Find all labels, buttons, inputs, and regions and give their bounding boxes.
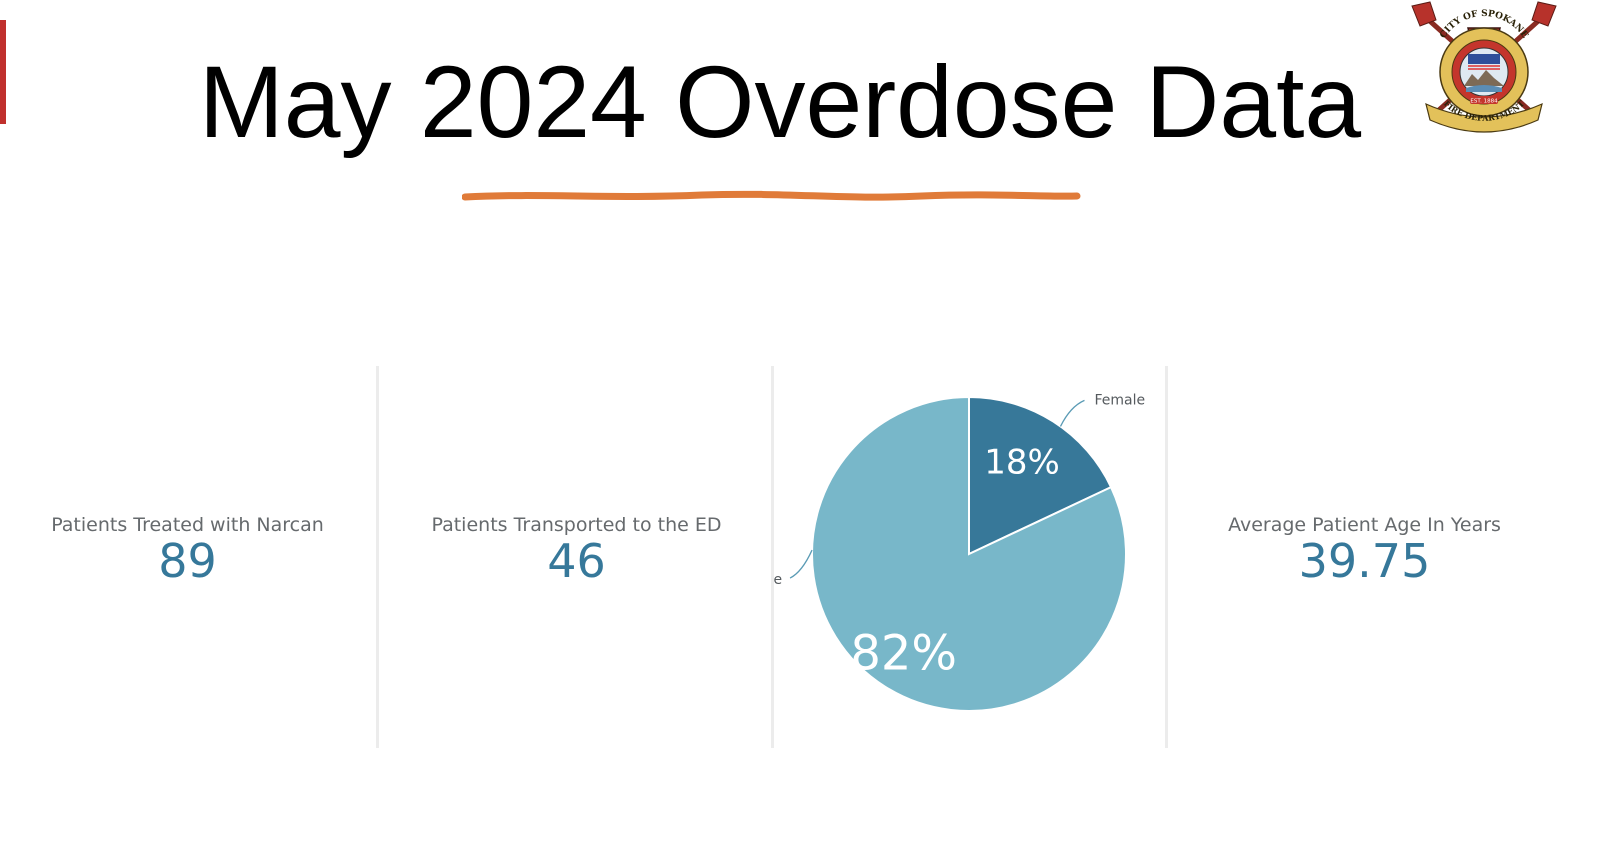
pie-callout-line <box>789 549 813 579</box>
kpi-value: 39.75 <box>1298 534 1431 588</box>
kpi-card-transported: Patients Transported to the ED 46 <box>380 368 773 748</box>
spokane-fire-department-seal-icon: CITY OF SPOKANE FIRE DEPARTMENT EST. 188… <box>1411 1 1557 133</box>
pie-value-label: 82% <box>850 626 957 682</box>
title-underline <box>462 190 1081 201</box>
pie-slice-male <box>811 395 1127 712</box>
pie-category-label: Female <box>1094 392 1145 408</box>
gender-pie-card: 18% Female 82% Male <box>774 368 1167 748</box>
kpi-card-average-age: Average Patient Age In Years 39.75 <box>1168 368 1561 748</box>
pie-slice-female <box>968 395 1113 556</box>
kpi-card-narcan: Patients Treated with Narcan 89 <box>0 368 393 748</box>
kpi-label: Patients Treated with Narcan <box>51 514 324 536</box>
kpi-value: 89 <box>158 534 217 588</box>
card-divider <box>376 366 379 748</box>
card-divider <box>1165 366 1168 748</box>
accent-bar <box>0 20 6 124</box>
page-title: May 2024 Overdose Data <box>198 45 1362 159</box>
card-divider <box>771 366 774 748</box>
kpi-label: Average Patient Age In Years <box>1228 514 1501 536</box>
kpi-label: Patients Transported to the ED <box>431 514 722 536</box>
pie-value-label: 18% <box>984 442 1060 482</box>
gender-pie-chart: 18% Female 82% Male <box>774 392 1145 712</box>
seal-est-text: EST. 1884 <box>1470 99 1498 105</box>
pie-category-label: Male <box>774 572 782 588</box>
pie-callout-line <box>1059 399 1085 427</box>
kpi-value: 46 <box>547 534 606 588</box>
